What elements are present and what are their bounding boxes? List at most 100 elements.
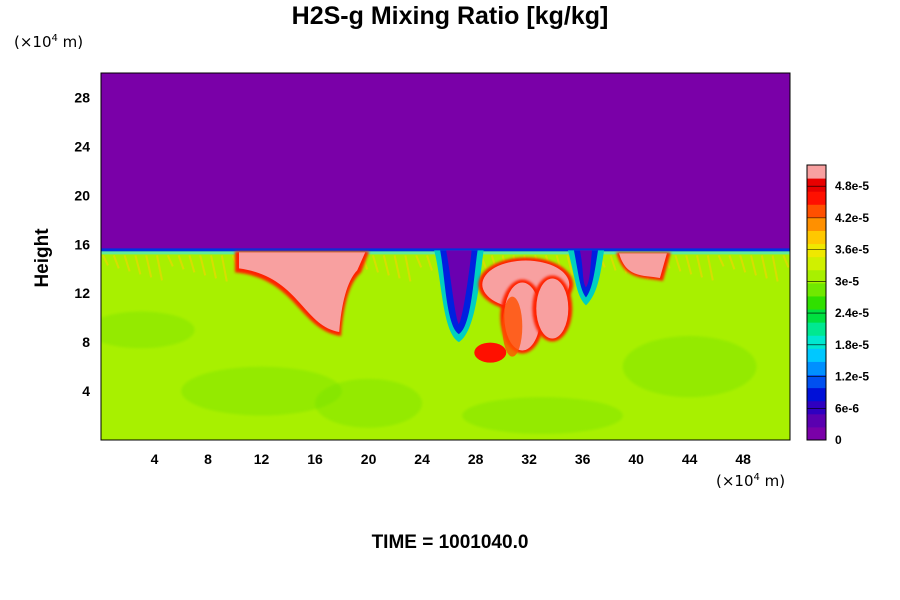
x-tick-label: 20 <box>361 451 377 467</box>
chart-title: H2S-g Mixing Ratio [kg/kg] <box>291 2 609 30</box>
plot-frame <box>100 72 791 441</box>
upper-layer-region <box>101 73 790 251</box>
wave-streak <box>696 255 703 278</box>
wave-streak <box>609 255 617 271</box>
y-tick-label: 12 <box>74 285 90 301</box>
x-tick-label: 40 <box>628 451 644 467</box>
x-axis-unit: (×104 m) <box>716 472 786 490</box>
y-tick-label: 20 <box>74 187 90 203</box>
colorbar-segment <box>807 413 826 428</box>
wave-streak <box>123 255 131 272</box>
y-tick-label: 16 <box>74 236 90 252</box>
x-tick-label: 12 <box>254 451 270 467</box>
colorbar-segment <box>807 256 826 271</box>
plume-right <box>619 253 667 278</box>
wave-streak <box>750 255 757 276</box>
x-tick-label: 36 <box>575 451 591 467</box>
plume-center-base <box>474 342 507 363</box>
wave-streak <box>717 254 725 267</box>
colorbar-tick-label: 1.2e-5 <box>835 370 869 384</box>
interface-line <box>101 248 790 252</box>
colorbar-segment <box>807 269 826 284</box>
wave-streak <box>426 255 433 271</box>
wave-streak <box>739 255 747 273</box>
x-tick-label: 32 <box>521 451 537 467</box>
x-tick-label: 24 <box>414 451 430 467</box>
colorbar-tick-label: 3.6e-5 <box>835 243 869 257</box>
colorbar-tick-label: 4.8e-5 <box>835 179 869 193</box>
x-tick-label: 48 <box>735 451 751 467</box>
colorbar-segment <box>807 282 826 297</box>
plume-left <box>238 252 366 333</box>
wave-streak <box>415 254 423 268</box>
colorbar-tick-label: 3e-5 <box>835 274 859 288</box>
colorbar-segment <box>807 387 826 402</box>
colorbar-segment <box>807 348 826 362</box>
colorbar-tick-label: 6e-6 <box>835 401 859 415</box>
time-label: TIME = 1001040.0 <box>371 532 529 553</box>
wave-streak <box>566 255 574 276</box>
x-tick-label: 4 <box>151 451 159 467</box>
colorbar: 0 6e-6 1.2e-5 1.8e-5 2.4e-5 3e-5 3.6e-5 4.2e-5 4… <box>806 164 869 447</box>
wave-streak <box>134 255 142 275</box>
plume-center-stem <box>502 296 523 357</box>
x-tick-label: 8 <box>204 451 212 467</box>
y-tick-label: 24 <box>74 138 90 154</box>
colorbar-tick-label: 4.2e-5 <box>835 211 869 225</box>
colorbar-segment <box>807 295 826 310</box>
colorbar-segment <box>807 426 826 441</box>
colorbar-segment <box>807 191 826 205</box>
x-axis-ticks: 4 8 12 16 20 24 28 32 36 40 44 48 <box>151 451 752 467</box>
colorbar-segment <box>807 335 826 349</box>
colorbar-segment <box>807 217 826 231</box>
trough-center <box>579 250 593 288</box>
green-patch <box>462 397 623 434</box>
green-patch <box>315 378 423 428</box>
x-tick-label: 16 <box>307 451 323 467</box>
wave-streak <box>156 255 163 281</box>
colorbar-segment <box>807 178 826 192</box>
x-tick-label: 28 <box>468 451 484 467</box>
colorbar-segment <box>807 204 826 218</box>
y-tick-label: 28 <box>74 89 90 105</box>
plume-center-lobe <box>536 278 569 339</box>
wave-streak <box>220 255 228 282</box>
wave-streak <box>210 255 217 279</box>
wave-streak <box>382 255 390 276</box>
colorbar-segment <box>807 400 826 415</box>
colorbar-segment <box>807 322 826 336</box>
x-tick-label: 44 <box>682 451 698 467</box>
wave-streak <box>728 255 736 270</box>
wave-streak <box>145 255 153 278</box>
wave-streak <box>166 254 174 267</box>
wave-streak <box>685 255 693 275</box>
colorbar-tick-label: 0 <box>835 433 842 447</box>
colorbar-segment <box>807 309 826 323</box>
y-tick-label: 8 <box>82 334 90 350</box>
colorbar-segment <box>807 165 826 179</box>
mixing-ratio-field <box>101 73 790 440</box>
wave-streak <box>177 255 185 270</box>
wave-streak <box>771 255 779 282</box>
colorbar-segment <box>807 361 826 376</box>
wave-streak <box>404 255 412 282</box>
wave-streak <box>674 255 682 272</box>
wave-streak <box>706 255 714 281</box>
green-patch <box>622 336 757 398</box>
wave-streak <box>760 255 768 279</box>
colorbar-segment <box>807 243 826 258</box>
colorbar-tick-label: 2.4e-5 <box>835 306 869 320</box>
colorbar-tick-label: 1.8e-5 <box>835 338 869 352</box>
trough-center <box>446 250 472 325</box>
y-axis-ticks: 4 8 12 16 20 24 28 <box>74 89 90 399</box>
wave-streak <box>188 255 196 273</box>
colorbar-segment <box>807 230 826 245</box>
green-patch <box>101 311 195 349</box>
wave-streak <box>782 254 790 268</box>
wave-streak <box>199 255 207 276</box>
y-tick-label: 4 <box>82 383 90 399</box>
y-axis-unit: (×104 m) <box>14 33 84 51</box>
wave-streak <box>112 255 120 269</box>
wave-streak <box>393 255 401 279</box>
